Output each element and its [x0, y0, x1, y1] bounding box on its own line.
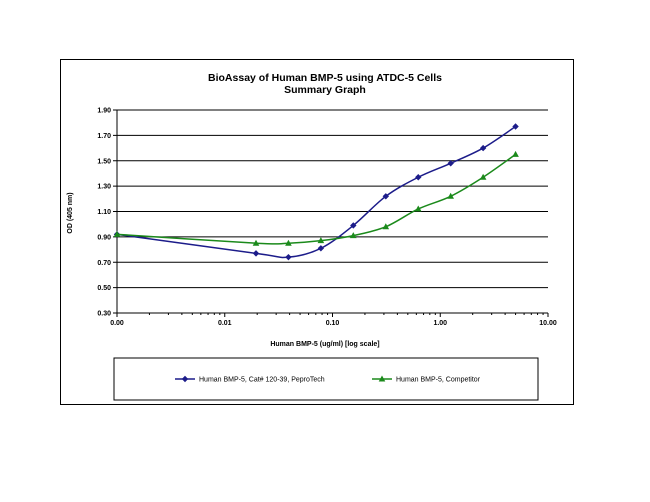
grid	[117, 109, 548, 289]
legend-marker	[378, 375, 386, 382]
y-tick-label: 1.90	[97, 108, 111, 115]
y-tick-label: 0.30	[97, 311, 111, 318]
x-tick-label: 0.00	[110, 320, 124, 327]
y-tick-label: 0.90	[97, 234, 111, 241]
chart-title: BioAssay of Human BMP-5 using ATDC-5 Cel…	[208, 72, 442, 84]
y-tick-label: 0.70	[97, 260, 111, 267]
data-point	[252, 250, 260, 257]
series-line	[116, 125, 516, 259]
x-tick-label: 1.00	[433, 320, 447, 327]
data-point	[350, 232, 357, 239]
series-1	[113, 123, 519, 261]
data-point	[382, 193, 390, 200]
data-point	[479, 173, 487, 180]
x-axis-label: Human BMP-5 (ug/ml) [log scale]	[270, 341, 379, 348]
legend: Human BMP-5, Cat# 120-39, PeproTech Human…	[113, 357, 539, 401]
data-point	[285, 239, 292, 246]
data-point	[512, 123, 519, 130]
y-tick-label: 1.30	[97, 184, 111, 191]
data-point	[447, 192, 454, 199]
axes: 0.30 0.50 0.70 0.90 1.10 1.30 1.50 1.70 1.90 0.00…	[97, 108, 556, 328]
y-tick-label: 1.50	[97, 158, 111, 165]
legend-label: Human BMP-5, Competitor	[396, 377, 481, 384]
legend-marker	[181, 375, 189, 383]
series-2	[113, 150, 519, 246]
data-point	[479, 144, 487, 152]
x-tick-label: 0.01	[218, 320, 232, 327]
data-point	[382, 223, 390, 230]
data-point	[512, 150, 519, 157]
data-point	[414, 205, 422, 212]
y-axis-label: OD (405 nm)	[67, 192, 74, 233]
chart-frame	[60, 59, 574, 405]
data-point	[415, 174, 422, 181]
series-layer	[113, 123, 519, 261]
data-point	[317, 237, 325, 244]
data-point	[317, 245, 325, 252]
data-point	[113, 230, 121, 237]
y-tick-label: 0.50	[97, 285, 111, 292]
x-tick-label: 10.00	[539, 320, 557, 327]
y-tick-label: 1.70	[97, 133, 111, 140]
data-point	[447, 160, 454, 167]
y-tick-label: 1.10	[97, 209, 111, 216]
chart-subtitle: Summary Graph	[284, 84, 366, 96]
x-tick-label: 0.10	[326, 320, 340, 327]
data-point	[285, 253, 292, 261]
legend-label: Human BMP-5, Cat# 120-39, PeproTech	[199, 377, 325, 384]
data-point	[350, 222, 357, 229]
data-point	[252, 239, 260, 246]
series-line	[116, 153, 516, 245]
